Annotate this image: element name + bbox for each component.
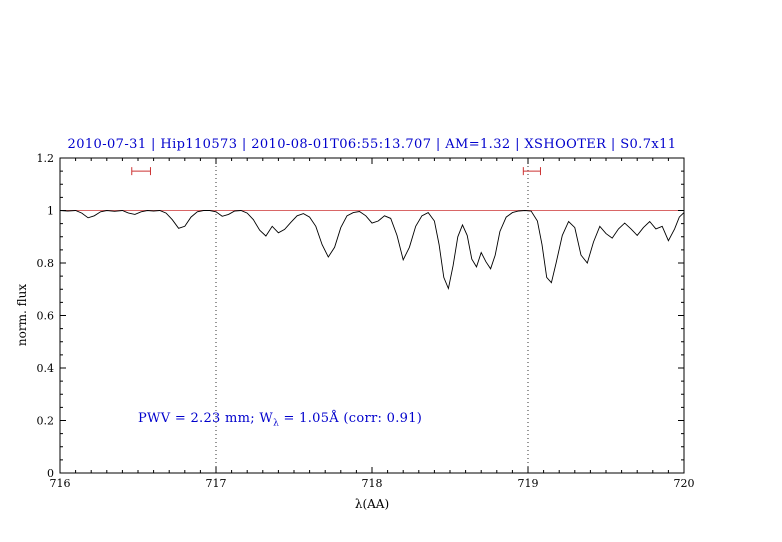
x-tick-label: 716 bbox=[50, 477, 71, 490]
annotation-subscript: λ bbox=[273, 418, 280, 429]
y-tick-label: 0 bbox=[47, 467, 54, 480]
y-tick-label: 0.2 bbox=[37, 415, 55, 428]
x-tick-label: 720 bbox=[674, 477, 695, 490]
spectrum-line bbox=[59, 210, 685, 291]
x-tick-label: 717 bbox=[206, 477, 227, 490]
annotation-prefix: PWV = 2.23 mm; W bbox=[138, 410, 274, 426]
y-axis-label: norm. flux bbox=[15, 283, 29, 347]
x-axis-label: λ(AA) bbox=[354, 497, 390, 511]
y-tick-label: 0.8 bbox=[37, 257, 55, 270]
x-tick-label: 718 bbox=[362, 477, 383, 490]
annotation-suffix: = 1.05Å (corr: 0.91) bbox=[279, 410, 423, 426]
y-tick-label: 0.4 bbox=[37, 362, 55, 375]
y-tick-label: 1 bbox=[47, 205, 54, 218]
y-tick-label: 0.6 bbox=[37, 310, 55, 323]
pwv-annotation: PWV = 2.23 mm; Wλ = 1.05Å (corr: 0.91) bbox=[138, 411, 422, 429]
plot-title: 2010-07-31 | Hip110573 | 2010-08-01T06:5… bbox=[67, 137, 677, 152]
y-tick-label: 1.2 bbox=[37, 152, 55, 165]
x-tick-label: 719 bbox=[518, 477, 539, 490]
